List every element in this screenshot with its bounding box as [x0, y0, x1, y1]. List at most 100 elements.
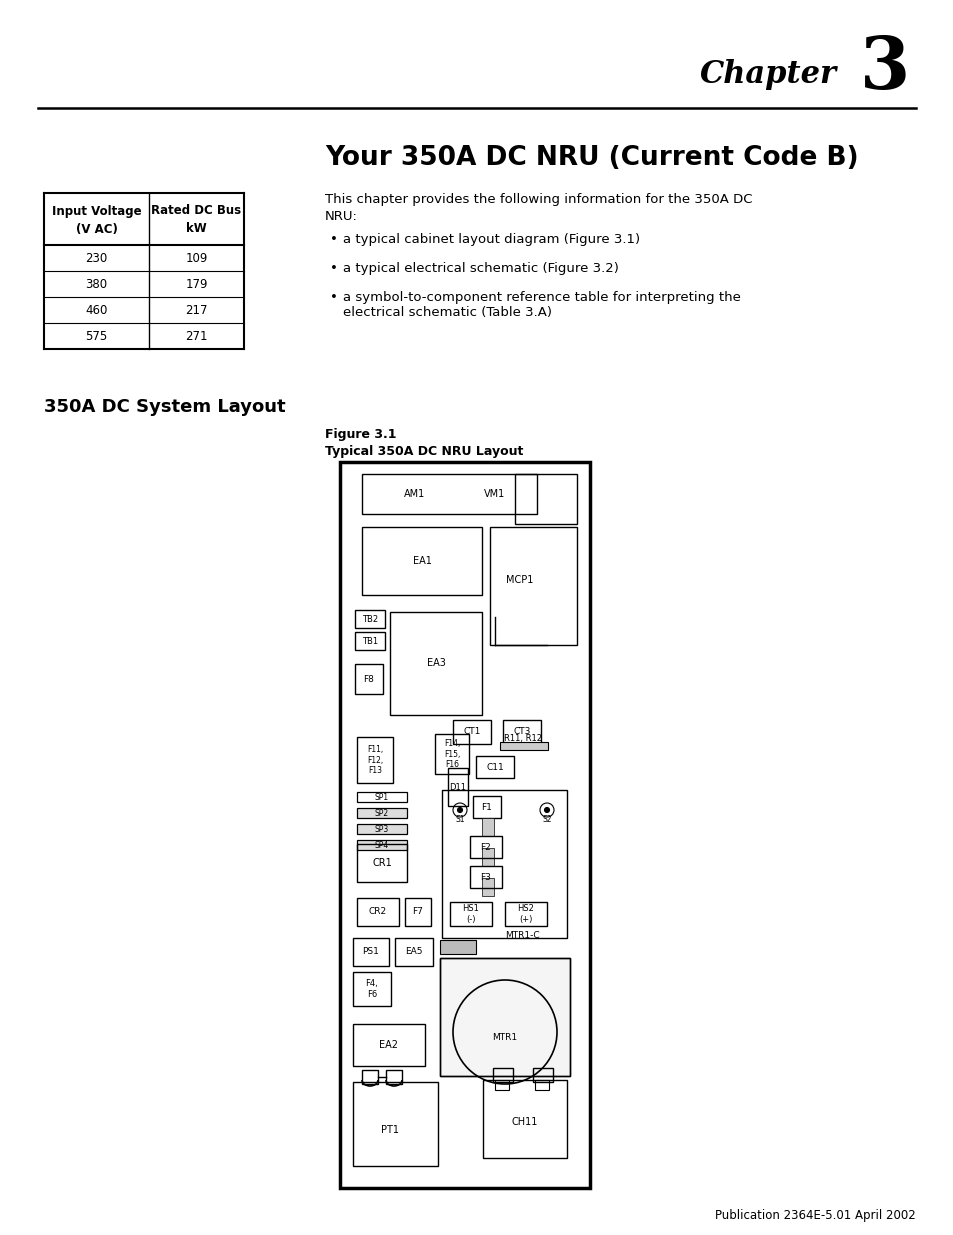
- Bar: [353, 972, 391, 1007]
- Text: F4,
F6: F4, F6: [365, 979, 378, 999]
- Bar: [535, 1079, 548, 1091]
- Text: 271: 271: [185, 330, 208, 342]
- Text: EA3: EA3: [426, 658, 445, 668]
- Bar: [439, 958, 569, 1076]
- Text: F3: F3: [480, 872, 491, 882]
- Bar: [355, 664, 382, 694]
- Text: a symbol-to-component reference table for interpreting the
electrical schematic : a symbol-to-component reference table fo…: [343, 291, 740, 319]
- Text: 3: 3: [859, 32, 909, 104]
- Bar: [353, 1024, 424, 1066]
- Text: TB2: TB2: [361, 615, 377, 624]
- Text: CH11: CH11: [511, 1116, 537, 1128]
- Text: •: •: [330, 262, 337, 275]
- Bar: [476, 756, 514, 778]
- Bar: [450, 902, 492, 926]
- Bar: [482, 1079, 566, 1158]
- Bar: [355, 610, 385, 629]
- Circle shape: [544, 808, 549, 813]
- Text: F1: F1: [481, 803, 492, 811]
- Text: 350A DC System Layout: 350A DC System Layout: [44, 398, 285, 416]
- Text: F7: F7: [412, 908, 423, 916]
- Bar: [390, 613, 481, 715]
- Text: NRU:: NRU:: [325, 210, 357, 224]
- Text: This chapter provides the following information for the 350A DC: This chapter provides the following info…: [325, 193, 752, 206]
- Text: HS2
(+): HS2 (+): [517, 904, 534, 924]
- Bar: [441, 790, 566, 939]
- Text: Input Voltage: Input Voltage: [51, 205, 141, 217]
- Text: Rated DC Bus: Rated DC Bus: [152, 205, 241, 217]
- Bar: [495, 598, 546, 620]
- Text: kW: kW: [186, 222, 207, 236]
- Text: F14,
F15,
F16: F14, F15, F16: [443, 739, 459, 769]
- Text: EA1: EA1: [412, 556, 431, 566]
- Text: D11: D11: [449, 783, 466, 792]
- Text: F2: F2: [480, 842, 491, 851]
- Bar: [353, 939, 389, 966]
- Bar: [533, 1068, 553, 1082]
- Text: a typical electrical schematic (Figure 3.2): a typical electrical schematic (Figure 3…: [343, 262, 618, 275]
- Text: Your 350A DC NRU (Current Code B): Your 350A DC NRU (Current Code B): [325, 144, 858, 170]
- Text: MTR1: MTR1: [492, 1034, 517, 1042]
- Bar: [481, 878, 494, 897]
- Bar: [470, 866, 501, 888]
- Text: R11, R12: R11, R12: [503, 734, 541, 742]
- Text: Typical 350A DC NRU Layout: Typical 350A DC NRU Layout: [325, 445, 523, 458]
- Text: SP1: SP1: [375, 793, 389, 802]
- Text: CT3: CT3: [513, 727, 530, 736]
- Text: CR2: CR2: [369, 908, 387, 916]
- Text: 460: 460: [85, 304, 108, 316]
- Text: EA2: EA2: [379, 1040, 398, 1050]
- Text: CT1: CT1: [463, 727, 480, 736]
- Bar: [499, 742, 547, 750]
- Bar: [386, 1070, 401, 1084]
- Text: HS1
(-): HS1 (-): [462, 904, 479, 924]
- Bar: [355, 632, 385, 650]
- Text: PT1: PT1: [380, 1125, 398, 1135]
- Bar: [453, 720, 491, 743]
- Text: MCP1: MCP1: [506, 576, 533, 585]
- Bar: [356, 898, 398, 926]
- Text: AM1: AM1: [404, 489, 425, 499]
- Bar: [361, 1070, 377, 1084]
- Text: a typical cabinet layout diagram (Figure 3.1): a typical cabinet layout diagram (Figure…: [343, 233, 639, 246]
- Bar: [439, 958, 569, 1076]
- Text: SP2: SP2: [375, 809, 389, 818]
- Bar: [495, 1079, 509, 1091]
- Bar: [356, 792, 407, 802]
- Text: SP4: SP4: [375, 841, 389, 850]
- Bar: [504, 902, 546, 926]
- Text: F11,
F12,
F13: F11, F12, F13: [367, 745, 383, 774]
- Bar: [356, 824, 407, 834]
- Text: •: •: [330, 233, 337, 246]
- Bar: [502, 720, 540, 743]
- Bar: [395, 939, 433, 966]
- Bar: [356, 840, 407, 850]
- Text: C11: C11: [486, 762, 503, 772]
- Text: 575: 575: [85, 330, 108, 342]
- Text: PS1: PS1: [362, 947, 379, 956]
- Text: 109: 109: [185, 252, 208, 264]
- Bar: [356, 808, 407, 818]
- Text: S2: S2: [541, 815, 551, 825]
- Bar: [353, 1082, 437, 1166]
- Bar: [356, 844, 407, 882]
- Text: VM1: VM1: [484, 489, 505, 499]
- Bar: [481, 848, 494, 866]
- Bar: [361, 474, 537, 514]
- Text: SP3: SP3: [375, 825, 389, 834]
- Text: MTR1-C: MTR1-C: [505, 931, 539, 941]
- Bar: [435, 734, 469, 774]
- Text: •: •: [330, 291, 337, 304]
- Text: S1: S1: [455, 815, 464, 825]
- Circle shape: [457, 808, 462, 813]
- Text: (V AC): (V AC): [75, 222, 117, 236]
- Bar: [481, 818, 494, 836]
- Bar: [515, 474, 577, 524]
- Bar: [490, 527, 577, 645]
- Text: F8: F8: [363, 674, 374, 683]
- Bar: [361, 527, 481, 595]
- Text: 380: 380: [86, 278, 108, 290]
- Text: EA5: EA5: [405, 947, 422, 956]
- Bar: [339, 462, 589, 1188]
- Text: 230: 230: [85, 252, 108, 264]
